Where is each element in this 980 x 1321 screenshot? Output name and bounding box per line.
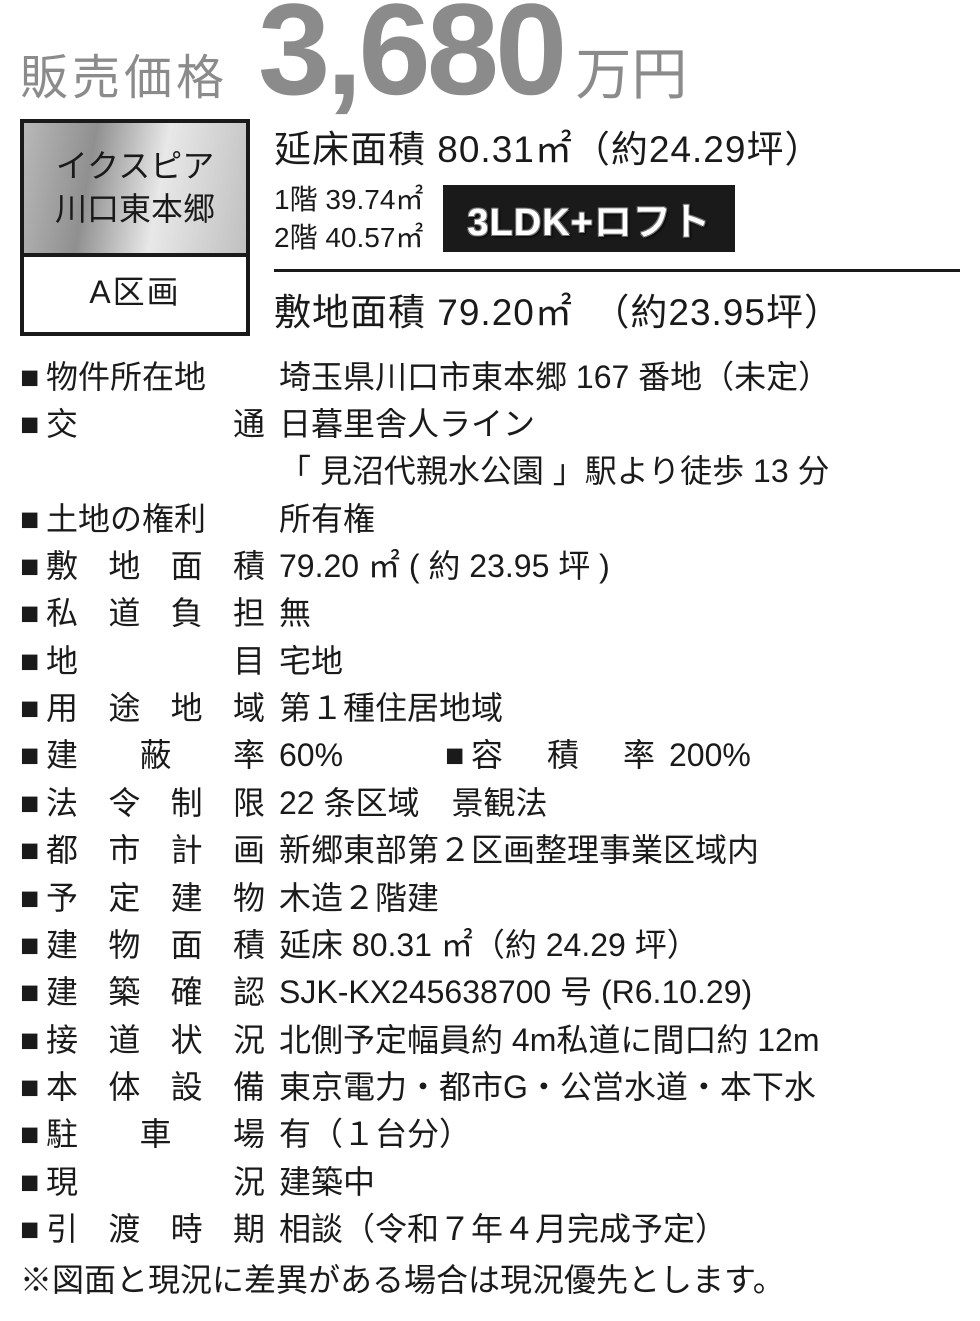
detail-label: 物件所在地: [46, 354, 265, 401]
detail-label: 建蔽率: [46, 732, 265, 779]
detail-value: 建築中: [265, 1159, 960, 1206]
detail-row: ■用途地域第１種住居地域: [20, 685, 960, 732]
site-area: 敷地面積 79.20㎡ （約23.95坪）: [274, 282, 960, 336]
areas-block: 延床面積 80.31㎡（約24.29坪） 1階 39.74㎡ 2階 40.57㎡…: [274, 119, 960, 336]
detail-row: ■地目宅地: [20, 638, 960, 685]
detail-value: 22 条区域 景観法: [265, 780, 960, 827]
detail-row: 「 見沼代親水公園 」駅より徒歩 13 分: [20, 448, 960, 495]
detail-value: 200%: [655, 732, 751, 779]
bullet-icon: ■: [20, 401, 46, 448]
detail-label: 現況: [46, 1159, 265, 1206]
detail-label: 接道状況: [46, 1017, 265, 1064]
detail-row: ■土地の権利所有権: [20, 496, 960, 543]
area-divider: [274, 269, 960, 272]
detail-row: ■現況建築中: [20, 1159, 960, 1206]
bullet-icon: ■: [20, 1206, 46, 1253]
bullet-icon: ■: [445, 732, 471, 779]
detail-value: 埼玉県川口市東本郷 167 番地（未定）: [265, 354, 960, 401]
bullet-icon: ■: [20, 496, 46, 543]
detail-label: 予定建物: [46, 875, 265, 922]
detail-row: ■都市計画新郷東部第２区画整理事業区域内: [20, 827, 960, 874]
price-label: 販売価格: [20, 38, 228, 108]
detail-row: ■引渡時期相談（令和７年４月完成予定）: [20, 1206, 960, 1253]
price-amount: 3,680: [258, 10, 563, 88]
detail-label: 地目: [46, 638, 265, 685]
detail-row: ■物件所在地埼玉県川口市東本郷 167 番地（未定）: [20, 354, 960, 401]
detail-value: 新郷東部第２区画整理事業区域内: [265, 827, 960, 874]
bullet-icon: ■: [20, 685, 46, 732]
detail-value: 第１種住居地域: [265, 685, 960, 732]
detail-value: 60%: [265, 732, 445, 779]
detail-label: 私道負担: [46, 590, 265, 637]
detail-value: 有（１台分）: [265, 1111, 960, 1158]
floor-area: 延床面積 80.31㎡（約24.29坪）: [274, 119, 960, 173]
detail-row: ■予定建物木造２階建: [20, 875, 960, 922]
detail-label: 建築確認: [46, 969, 265, 1016]
detail-label: 法令制限: [46, 780, 265, 827]
header-block: イクスピア 川口東本郷 A区画 延床面積 80.31㎡（約24.29坪） 1階 …: [20, 119, 960, 336]
bullet-icon: ■: [20, 827, 46, 874]
detail-label: 駐車場: [46, 1111, 265, 1158]
detail-row: ■本体設備東京電力・都市G・公営水道・本下水: [20, 1064, 960, 1111]
detail-label: 容積率: [471, 732, 655, 779]
detail-label: 敷地面積: [46, 543, 265, 590]
detail-row: ■建築確認SJK-KX245638700 号 (R6.10.29): [20, 969, 960, 1016]
bullet-icon: ■: [20, 543, 46, 590]
detail-value: 「 見沼代親水公園 」駅より徒歩 13 分: [265, 448, 960, 495]
price-row: 販売価格 3,680 万円: [20, 10, 960, 111]
detail-row: ■法令制限22 条区域 景観法: [20, 780, 960, 827]
detail-value: 所有権: [265, 496, 960, 543]
disclaimer-note: ※図面と現況に差異がある場合は現況優先とします。: [20, 1255, 960, 1301]
detail-label: 用途地域: [46, 685, 265, 732]
bullet-icon: ■: [20, 969, 46, 1016]
detail-row: ■敷地面積79.20 ㎡ ( 約 23.95 坪 ): [20, 543, 960, 590]
bullet-icon: ■: [20, 590, 46, 637]
detail-row: ■交通日暮里舎人ライン: [20, 401, 960, 448]
floor-breakdown: 1階 39.74㎡ 2階 40.57㎡ 3LDK+ロフト: [274, 181, 960, 257]
detail-label: 引渡時期: [46, 1206, 265, 1253]
detail-value: 東京電力・都市G・公営水道・本下水: [265, 1064, 960, 1111]
detail-label: 本体設備: [46, 1064, 265, 1111]
detail-value: 日暮里舎人ライン: [265, 401, 960, 448]
bullet-icon: ■: [20, 354, 46, 401]
detail-row: ■私道負担無: [20, 590, 960, 637]
bullet-icon: ■: [20, 875, 46, 922]
property-name: イクスピア 川口東本郷: [24, 123, 246, 253]
bullet-icon: ■: [20, 1017, 46, 1064]
detail-value: 木造２階建: [265, 875, 960, 922]
detail-row: ■接道状況北側予定幅員約 4m私道に間口約 12m: [20, 1017, 960, 1064]
detail-row: ■駐車場有（１台分）: [20, 1111, 960, 1158]
detail-value: 79.20 ㎡ ( 約 23.95 坪 ): [265, 543, 960, 590]
layout-badge: 3LDK+ロフト: [443, 185, 734, 252]
detail-value: 延床 80.31 ㎡（約 24.29 坪）: [265, 922, 960, 969]
floor1: 1階 39.74㎡: [274, 184, 423, 215]
price-unit: 万円: [575, 30, 687, 111]
bullet-icon: ■: [20, 1159, 46, 1206]
details-list: ■物件所在地埼玉県川口市東本郷 167 番地（未定）■交通日暮里舎人ライン「 見…: [20, 354, 960, 1254]
detail-label: 建物面積: [46, 922, 265, 969]
bullet-icon: ■: [20, 638, 46, 685]
bullet-icon: ■: [20, 922, 46, 969]
property-name-line2: 川口東本郷: [55, 191, 215, 227]
detail-label: 交通: [46, 401, 265, 448]
bullet-icon: ■: [20, 780, 46, 827]
detail-label: 都市計画: [46, 827, 265, 874]
property-name-line1: イクスピア: [56, 148, 214, 184]
detail-value: 相談（令和７年４月完成予定）: [265, 1206, 960, 1253]
detail-value: SJK-KX245638700 号 (R6.10.29): [265, 969, 960, 1016]
floor2: 2階 40.57㎡: [274, 222, 423, 253]
detail-label: 土地の権利: [46, 496, 265, 543]
property-name-box: イクスピア 川口東本郷 A区画: [20, 119, 250, 336]
detail-row: ■建物面積延床 80.31 ㎡（約 24.29 坪）: [20, 922, 960, 969]
detail-value: 宅地: [265, 638, 960, 685]
bullet-icon: ■: [20, 1111, 46, 1158]
bullet-icon: ■: [20, 732, 46, 779]
detail-value: 北側予定幅員約 4m私道に間口約 12m: [265, 1017, 960, 1064]
detail-row-dual: ■建蔽率60%■容積率200%: [20, 732, 960, 779]
detail-value: 無: [265, 590, 960, 637]
property-section: A区画: [24, 253, 246, 323]
bullet-icon: ■: [20, 1064, 46, 1111]
floor-small: 1階 39.74㎡ 2階 40.57㎡: [274, 181, 423, 257]
